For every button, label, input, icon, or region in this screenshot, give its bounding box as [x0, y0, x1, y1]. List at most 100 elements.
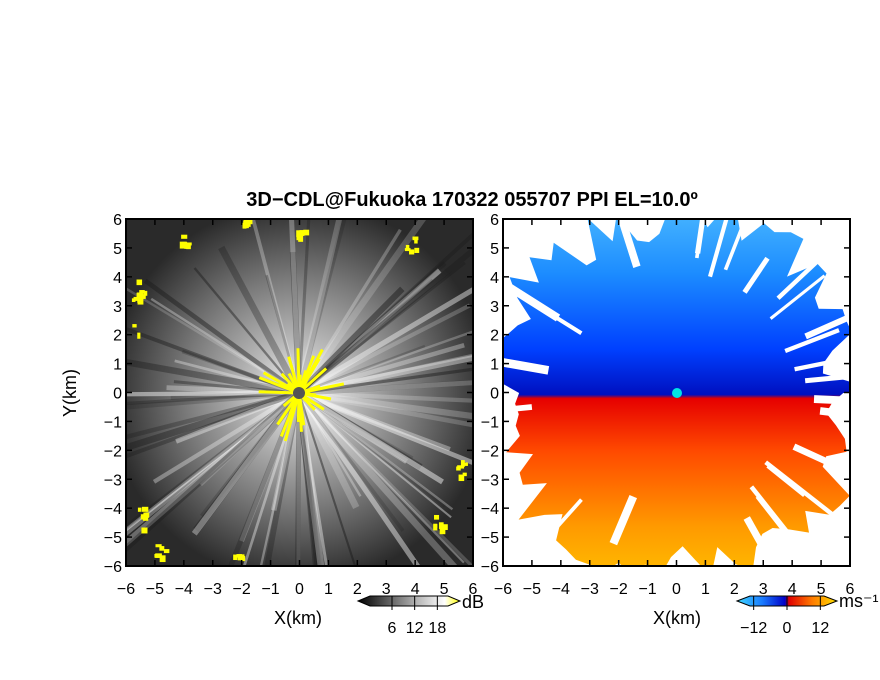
echo-patch [240, 556, 245, 561]
velocity-gap [503, 404, 533, 413]
reflectivity-x-tick-label: −6 [117, 581, 135, 598]
reflectivity-ray [296, 219, 343, 394]
reflectivity-ray [259, 392, 301, 566]
echo-patch [463, 462, 468, 466]
reflectivity-ray [298, 390, 473, 466]
echo-patch [404, 248, 411, 252]
velocity-y-tick-label: −6 [481, 559, 499, 576]
velocity-radar-center-marker [672, 388, 682, 398]
velocity-y-tick-label: 4 [490, 270, 499, 287]
reflectivity-ray [298, 303, 471, 395]
reflectivity-y-tick-label: 5 [113, 241, 122, 258]
velocity-gap [694, 219, 706, 254]
reflectivity-y-tick-label: −5 [104, 530, 122, 547]
reflectivity-ray [296, 390, 458, 566]
y-axis-label: Y(km) [60, 369, 80, 417]
echo-patch [163, 549, 170, 554]
echo-patch [414, 237, 418, 244]
velocity-x-tick-label: 1 [701, 581, 710, 598]
reflectivity-colorbar-tick-label: 18 [428, 620, 446, 637]
echo-patch [155, 544, 162, 548]
echo-patch [143, 290, 148, 296]
reflectivity-y-tick-label: 1 [113, 357, 122, 374]
velocity-gap [766, 464, 806, 497]
velocity-gap [742, 256, 770, 294]
echo-patch [184, 245, 188, 249]
velocity-gap [743, 516, 778, 566]
reflectivity-y-tick-label: 3 [113, 299, 122, 316]
reflectivity-ray [298, 390, 473, 403]
echo-patch [137, 507, 142, 512]
velocity-gap [776, 243, 837, 300]
reflectivity-y-tick-label: −3 [104, 472, 122, 489]
reflectivity-x-axis-label: X(km) [274, 608, 322, 628]
velocity-x-tick-label: −2 [610, 581, 628, 598]
reflectivity-colorbar-tick-label: 6 [388, 620, 397, 637]
reflectivity-x-tick-label: −2 [233, 581, 251, 598]
velocity-colorbar-tick-label: 12 [811, 620, 829, 637]
velocity-gap [503, 278, 561, 322]
velocity-panel: −6 −5 −4 −3 −2 −1 0 1 2 3 4 5 6 6543210−1−2−3−4−5−6 … [481, 212, 855, 628]
echo-patch [136, 279, 143, 286]
reflectivity-ray [296, 392, 301, 566]
velocity-colorbar-tick-label: −12 [740, 620, 767, 637]
velocity-gap [804, 374, 850, 384]
echo-patch [159, 546, 165, 551]
reflectivity-ray [297, 219, 311, 394]
velocity-gap [813, 395, 850, 405]
echo-patch [139, 290, 145, 294]
reflectivity-ray [193, 267, 300, 394]
echo-patch [462, 472, 467, 477]
velocity-gap [784, 328, 840, 353]
reflectivity-y-tick-label: 2 [113, 328, 122, 345]
velocity-gap [792, 443, 841, 471]
reflectivity-y-tick-label: 0 [113, 386, 122, 403]
velocity-colorbar: −12 0 12 ms⁻¹ [735, 591, 879, 637]
velocity-axis-ticks [502, 218, 851, 567]
reflectivity-ray [126, 391, 300, 406]
reflectivity-ray [126, 390, 302, 548]
velocity-gap [819, 407, 850, 419]
echo-patch [438, 522, 444, 529]
echo-patch [458, 474, 465, 482]
echo-patch [159, 555, 166, 563]
reflectivity-ray [298, 261, 466, 395]
echo-patch [460, 460, 465, 467]
velocity-colorbar-ticks: −12 0 12 [740, 596, 829, 637]
echo-patch [131, 298, 136, 302]
velocity-gap [707, 219, 729, 278]
reflectivity-x-tick-label: 3 [382, 581, 391, 598]
echo-patch [233, 554, 238, 561]
velocity-y-tick-label: 0 [490, 386, 499, 403]
echo-patch [296, 234, 303, 241]
reflectivity-ray [298, 379, 473, 396]
velocity-gap [617, 219, 641, 268]
echo-patch [299, 230, 305, 236]
reflectivity-ray [298, 380, 473, 396]
reflectivity-x-tick-labels: −6 −5 −4 −3 −2 −1 0 1 2 3 4 5 6 [117, 581, 478, 598]
reflectivity-colorbar-ticks: 6 12 18 [388, 596, 446, 637]
velocity-colorbar-unit: ms⁻¹ [839, 591, 879, 611]
central-echo [258, 390, 300, 395]
reflectivity-y-tick-label: −4 [104, 501, 122, 518]
reflectivity-ray [297, 391, 447, 508]
reflectivity-x-tick-label: 2 [353, 581, 362, 598]
echo-patch [236, 554, 242, 558]
velocity-y-tick-label: −4 [481, 501, 499, 518]
echo-patch [405, 244, 410, 250]
velocity-x-tick-label: 4 [788, 581, 797, 598]
reflectivity-ray [298, 344, 426, 395]
velocity-gap [609, 494, 638, 546]
reflectivity-ray [126, 389, 300, 452]
echo-patch [409, 249, 415, 255]
reflectivity-y-tick-labels: 6 5 4 3 2 1 0 −1 −2 −3 −4 −5 −6 [104, 212, 122, 576]
reflectivity-ray [297, 392, 320, 566]
echo-patch [186, 242, 191, 250]
reflectivity-panel: −6 −5 −4 −3 −2 −1 0 1 2 3 4 5 6 6543210−1−2−3−4−5−6 … [60, 212, 478, 628]
echo-patch [179, 241, 187, 249]
central-echo [297, 357, 321, 394]
reflectivity-ray [297, 392, 357, 566]
echo-patch [434, 524, 438, 529]
velocity-x-tick-label: −5 [523, 581, 541, 598]
velocity-y-tick-label: 3 [490, 299, 499, 316]
